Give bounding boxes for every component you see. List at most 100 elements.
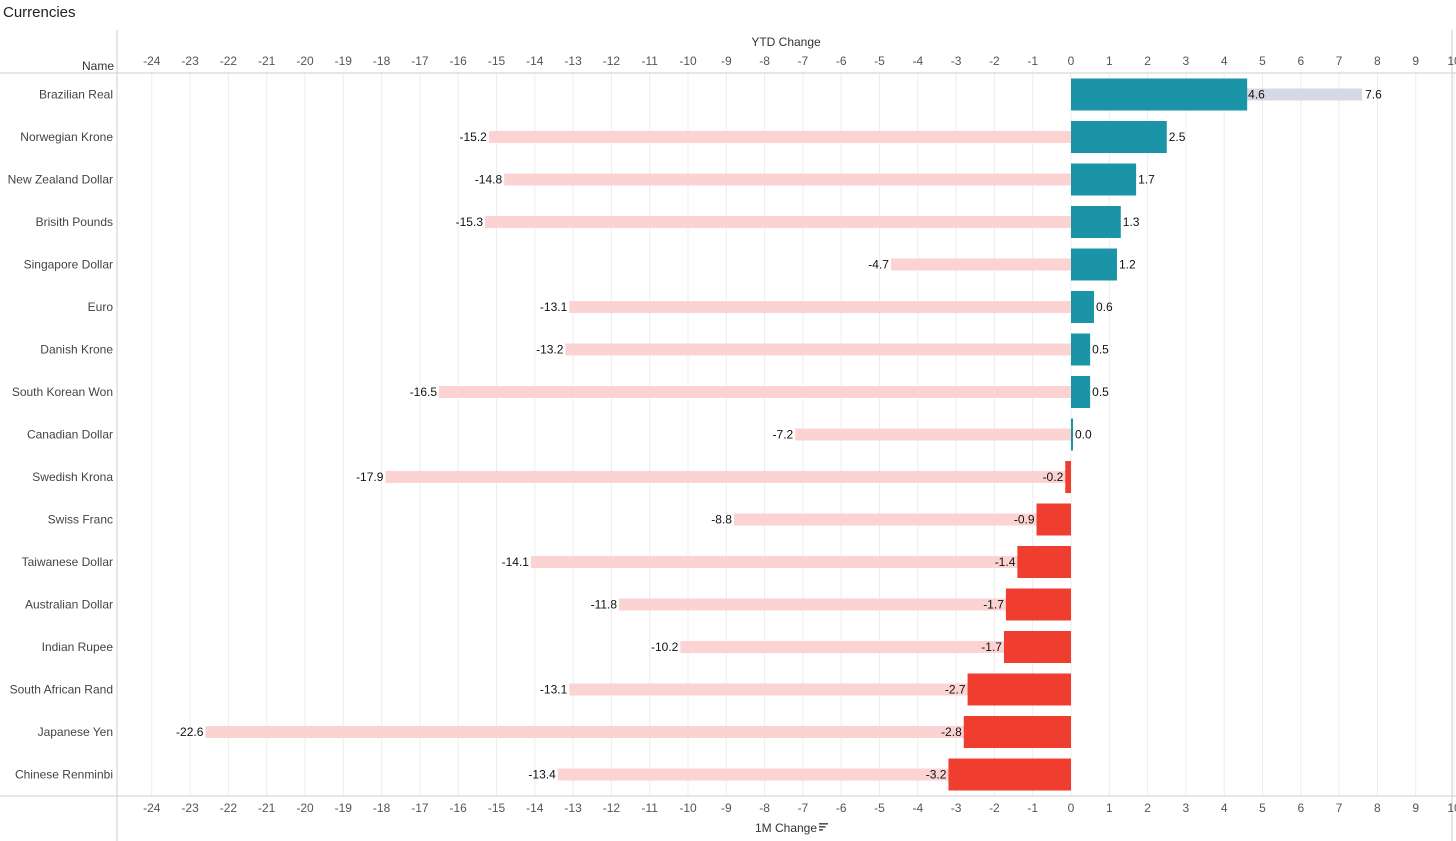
top-tick-label: -7 <box>798 54 809 68</box>
bottom-tick-label: 6 <box>1297 801 1304 815</box>
bottom-tick-label: -5 <box>874 801 885 815</box>
ytd-value-label: -13.4 <box>528 768 556 782</box>
ytd-value-label: -14.1 <box>502 555 530 569</box>
bottom-tick-label: 10 <box>1447 801 1456 815</box>
top-tick-label: -2 <box>989 54 1000 68</box>
bottom-tick-label: -17 <box>411 801 429 815</box>
ytd-value-label: -10.2 <box>651 640 679 654</box>
ytd-bar <box>565 343 1071 356</box>
ytd-bar <box>619 598 1071 611</box>
top-tick-label: -23 <box>181 54 199 68</box>
one-month-value-label: -0.2 <box>1043 470 1064 484</box>
ytd-value-label: -22.6 <box>176 725 204 739</box>
ytd-bar <box>890 258 1071 271</box>
top-tick-label: -13 <box>564 54 582 68</box>
top-axis-ticks: -24 -23 -22 -21 -20 -19 -18 -17 -16 -15 -14 -13 -12-… <box>143 54 1456 68</box>
one-month-bar <box>1017 546 1071 578</box>
ytd-bar <box>795 428 1071 441</box>
top-tick-label: -11 <box>641 54 658 68</box>
row-label: Indian Rupee <box>42 640 114 654</box>
bottom-tick-label: -15 <box>488 801 506 815</box>
top-tick-label: -6 <box>836 54 847 68</box>
bottom-tick-label: -7 <box>798 801 809 815</box>
top-tick-label: 9 <box>1412 54 1419 68</box>
bottom-tick-label: -19 <box>335 801 353 815</box>
top-tick-label: -10 <box>679 54 697 68</box>
bottom-tick-label: 8 <box>1374 801 1381 815</box>
top-tick-label: -18 <box>373 54 391 68</box>
top-tick-label: -12 <box>603 54 621 68</box>
one-month-value-label: -3.2 <box>926 768 947 782</box>
ytd-value-label: -8.8 <box>711 513 732 527</box>
top-tick-label: 1 <box>1106 54 1113 68</box>
top-tick-label: -21 <box>258 54 276 68</box>
bottom-tick-label: 2 <box>1144 801 1151 815</box>
ytd-value-label: -15.2 <box>459 130 487 144</box>
row-label: Euro <box>88 300 114 314</box>
bottom-tick-label: -14 <box>526 801 544 815</box>
one-month-bars <box>948 78 1248 791</box>
ytd-value-label: -17.9 <box>356 470 384 484</box>
one-month-value-label: -2.8 <box>941 725 962 739</box>
bottom-tick-label: -8 <box>759 801 770 815</box>
ytd-value-label: -4.7 <box>868 258 889 272</box>
row-label: Brazilian Real <box>39 88 113 102</box>
top-tick-label: 5 <box>1259 54 1266 68</box>
ytd-bar <box>385 471 1071 483</box>
row-label: Japanese Yen <box>38 725 113 739</box>
top-tick-label: 8 <box>1374 54 1381 68</box>
one-month-value-label: -1.4 <box>995 555 1016 569</box>
one-month-bar <box>1071 333 1091 366</box>
ytd-value-label: -16.5 <box>410 385 438 399</box>
one-month-bar <box>948 758 1071 791</box>
bottom-tick-label: -1 <box>1027 801 1038 815</box>
sort-descending-icon[interactable] <box>819 823 828 831</box>
row-label: Brisith Pounds <box>36 215 113 229</box>
top-tick-label: -3 <box>951 54 962 68</box>
ytd-bar <box>530 556 1071 568</box>
top-tick-label: -8 <box>759 54 770 68</box>
one-month-bar <box>1071 376 1091 408</box>
top-tick-label: -5 <box>874 54 885 68</box>
one-month-value-label: 2.5 <box>1169 130 1186 144</box>
one-month-value-label: 4.6 <box>1248 88 1265 102</box>
top-tick-label: 3 <box>1183 54 1190 68</box>
bottom-tick-label: -12 <box>603 801 621 815</box>
top-tick-label: -20 <box>296 54 314 68</box>
ytd-value-label: -13.1 <box>540 683 568 697</box>
row-label: Chinese Renminbi <box>15 768 113 782</box>
one-month-value-label: 1.2 <box>1119 258 1136 272</box>
bottom-tick-label: 0 <box>1068 801 1075 815</box>
bottom-tick-label: -6 <box>836 801 847 815</box>
bottom-tick-label: 7 <box>1336 801 1343 815</box>
axis-lines <box>0 30 1456 841</box>
bottom-tick-label: -18 <box>373 801 391 815</box>
row-labels: Brazilian Real Norwegian Krone New Zealand… <box>8 88 114 782</box>
row-label: Singapore Dollar <box>24 258 113 272</box>
ytd-value-label: -14.8 <box>475 173 503 187</box>
row-label: Swiss Franc <box>48 513 113 527</box>
one-month-value-label: 1.7 <box>1138 173 1155 187</box>
top-tick-label: -22 <box>220 54 238 68</box>
top-tick-label: 10 <box>1447 54 1456 68</box>
bottom-tick-label: -21 <box>258 801 276 815</box>
one-month-bar <box>1071 121 1167 153</box>
chart-title: Currencies <box>3 4 76 21</box>
bottom-tick-label: -13 <box>564 801 582 815</box>
ytd-value-label: -13.2 <box>536 343 564 357</box>
one-month-value-label: 0.5 <box>1092 385 1109 399</box>
top-tick-label: -1 <box>1027 54 1038 68</box>
bottom-axis-title: 1M Change <box>755 821 817 835</box>
one-month-bar <box>963 716 1071 748</box>
bottom-tick-label: -4 <box>912 801 923 815</box>
top-tick-label: -16 <box>450 54 468 68</box>
ytd-bar <box>485 216 1071 228</box>
bottom-tick-label: -2 <box>989 801 1000 815</box>
one-month-bar <box>1003 631 1071 663</box>
top-tick-label: 7 <box>1336 54 1343 68</box>
one-month-value-label: -0.9 <box>1014 513 1035 527</box>
bottom-tick-label: 9 <box>1412 801 1419 815</box>
one-month-bar <box>1071 78 1248 111</box>
top-tick-label: -24 <box>143 54 161 68</box>
one-month-value-label: -1.7 <box>981 640 1002 654</box>
